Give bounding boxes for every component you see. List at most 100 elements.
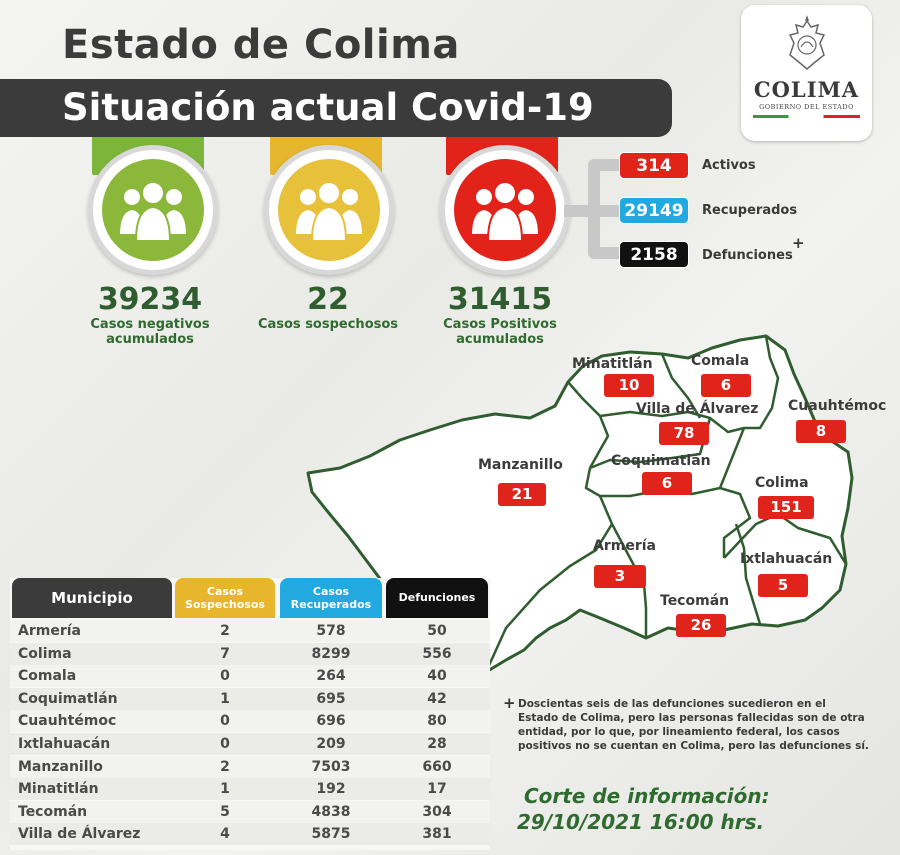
- header-recuperados-line-2: Recuperados: [290, 598, 372, 611]
- activos-value: 314: [619, 152, 689, 179]
- activos-label: Activos: [702, 158, 756, 173]
- positivos-disc: [454, 159, 556, 261]
- gobierno-colima-logo: COLIMA GOBIERNO DEL ESTADO: [741, 5, 872, 141]
- cell-defunciones: 40: [427, 668, 447, 685]
- table-row: Villa de Álvarez 4 5875 381: [10, 823, 490, 846]
- corte-datetime: 29/10/2021 16:00 hrs.: [517, 810, 765, 834]
- cell-sospechosos: 4: [220, 826, 230, 843]
- recuperados-label: Recuperados: [702, 203, 798, 218]
- cell-defunciones: 17: [427, 781, 447, 798]
- map-label-minatitlan: Minatitlán: [572, 356, 653, 372]
- cell-defunciones: 50: [427, 623, 447, 639]
- table-row: Colima 7 8299 556: [10, 642, 490, 665]
- map-label-cuauhtemoc: Cuauhtémoc: [788, 398, 887, 414]
- subtitle-banner: [0, 79, 672, 137]
- cell-defunciones: 381: [422, 826, 452, 843]
- table-row: Ixtlahuacán 0 209 28: [10, 733, 490, 755]
- negativos-disc: [102, 159, 204, 261]
- page-subtitle: Situación actual Covid-19: [62, 86, 594, 129]
- cell-defunciones: 556: [422, 645, 452, 662]
- map-label-coquimatlan: Coquimatlán: [611, 453, 711, 469]
- table-row: Cuauhtémoc 0 696 80: [10, 710, 490, 733]
- cell-municipio: Comala: [18, 668, 77, 685]
- cell-recuperados: 192: [316, 781, 346, 798]
- cell-recuperados: 8299: [311, 645, 351, 662]
- cell-defunciones: 42: [427, 690, 447, 707]
- defunciones-note: Doscientas seis de las defunciones suced…: [518, 697, 873, 753]
- table-row: Manzanillo 2 7503 660: [10, 755, 490, 778]
- note-line-3: entidad, por lo que, por lineamiento fed…: [518, 726, 840, 738]
- map-label-comala: Comala: [691, 353, 750, 369]
- cell-recuperados: 578: [316, 623, 346, 639]
- map-value-colima: 151: [758, 496, 814, 519]
- cell-recuperados: 695: [316, 690, 346, 707]
- cell-defunciones: 80: [427, 713, 447, 730]
- logo-subtitle: GOBIERNO DEL ESTADO: [759, 103, 854, 111]
- cell-municipio: Cuauhtémoc: [18, 713, 117, 730]
- cell-municipio: Minatitlán: [18, 781, 99, 798]
- people-group-icon: [470, 181, 540, 242]
- people-group-icon: [294, 181, 364, 242]
- map-value-cuauhtemoc: 8: [796, 420, 846, 443]
- municipios-table: Municipio Casos Sospechosos Casos Recupe…: [10, 578, 490, 850]
- map-value-tecoman: 26: [676, 614, 726, 637]
- cell-defunciones: 660: [422, 758, 452, 775]
- table-row: Tecomán 5 4838 304: [10, 800, 490, 823]
- cell-municipio: Colima: [18, 645, 72, 662]
- negativos-caption-2: acumulados: [106, 332, 194, 347]
- people-group-icon: [118, 181, 188, 242]
- sospechosos-value: 22: [307, 282, 349, 317]
- header-municipio: Municipio: [12, 578, 172, 618]
- positivos-caption: Casos Positivos: [443, 317, 557, 332]
- map-value-villa-de-alvarez: 78: [659, 422, 709, 445]
- cell-defunciones: 28: [427, 736, 447, 752]
- map-value-manzanillo: 21: [498, 483, 546, 506]
- defunciones-cross-mark: +: [792, 234, 805, 252]
- cell-recuperados: 264: [316, 668, 346, 685]
- negativos-caption: Casos negativos: [90, 317, 210, 332]
- map-value-coquimatlan: 6: [642, 472, 692, 495]
- recuperados-value: 29149: [619, 197, 689, 224]
- positivos-value: 31415: [447, 282, 553, 317]
- logo-flag-stripe: [753, 115, 860, 118]
- cell-defunciones: 304: [422, 803, 452, 820]
- cell-municipio: Manzanillo: [18, 758, 103, 775]
- coat-of-arms-icon: [788, 15, 826, 70]
- cell-recuperados: 209: [316, 736, 346, 752]
- sospechosos-caption: Casos sospechosos: [257, 317, 399, 332]
- cell-municipio: Armería: [18, 623, 81, 639]
- cell-recuperados: 7503: [311, 758, 351, 775]
- header-recuperados-line-1: Casos: [312, 585, 350, 598]
- negativos-value: 39234: [97, 282, 203, 317]
- defunciones-value: 2158: [619, 241, 689, 268]
- cell-recuperados: 696: [316, 713, 346, 730]
- map-label-colima: Colima: [755, 475, 809, 491]
- header-recuperados: Casos Recuperados: [280, 578, 382, 618]
- table-row: Armería 2 578 50: [10, 620, 490, 642]
- cell-sospechosos: 2: [220, 758, 230, 775]
- map-label-villa-de-alvarez: Villa de Álvarez: [636, 401, 759, 417]
- note-line-1: Doscientas seis de las defunciones suced…: [518, 698, 826, 710]
- table-body: Armería 2 578 50 Colima 7 8299 556 Comala 0 264 40 C…: [10, 620, 490, 850]
- cell-sospechosos: 1: [220, 781, 230, 798]
- map-value-armeria: 3: [594, 565, 646, 588]
- table-row: Comala 0 264 40: [10, 665, 490, 688]
- logo-wordmark: COLIMA: [753, 77, 860, 102]
- note-line-4: positivos no se cuentan en Colima, pero …: [518, 740, 869, 752]
- positivos-caption-2: acumulados: [456, 332, 544, 347]
- map-label-tecoman: Tecomán: [660, 593, 730, 609]
- map-value-comala: 6: [701, 374, 751, 397]
- table-row: Minatitlán 1 192 17: [10, 778, 490, 801]
- header-sospechosos: Casos Sospechosos: [175, 578, 275, 618]
- cell-sospechosos: 7: [220, 645, 230, 662]
- note-cross-mark: +: [503, 694, 516, 712]
- stats-bracket: [564, 159, 620, 259]
- cell-sospechosos: 5: [220, 803, 230, 820]
- note-line-2: Estado de Colima, pero las personas fall…: [518, 712, 865, 724]
- map-value-minatitlan: 10: [604, 374, 654, 397]
- defunciones-label: Defunciones: [702, 248, 793, 263]
- cell-municipio: Coquimatlán: [18, 690, 118, 707]
- cell-sospechosos: 0: [220, 736, 230, 752]
- cell-municipio: Villa de Álvarez: [18, 826, 141, 843]
- cell-recuperados: 4838: [311, 803, 351, 820]
